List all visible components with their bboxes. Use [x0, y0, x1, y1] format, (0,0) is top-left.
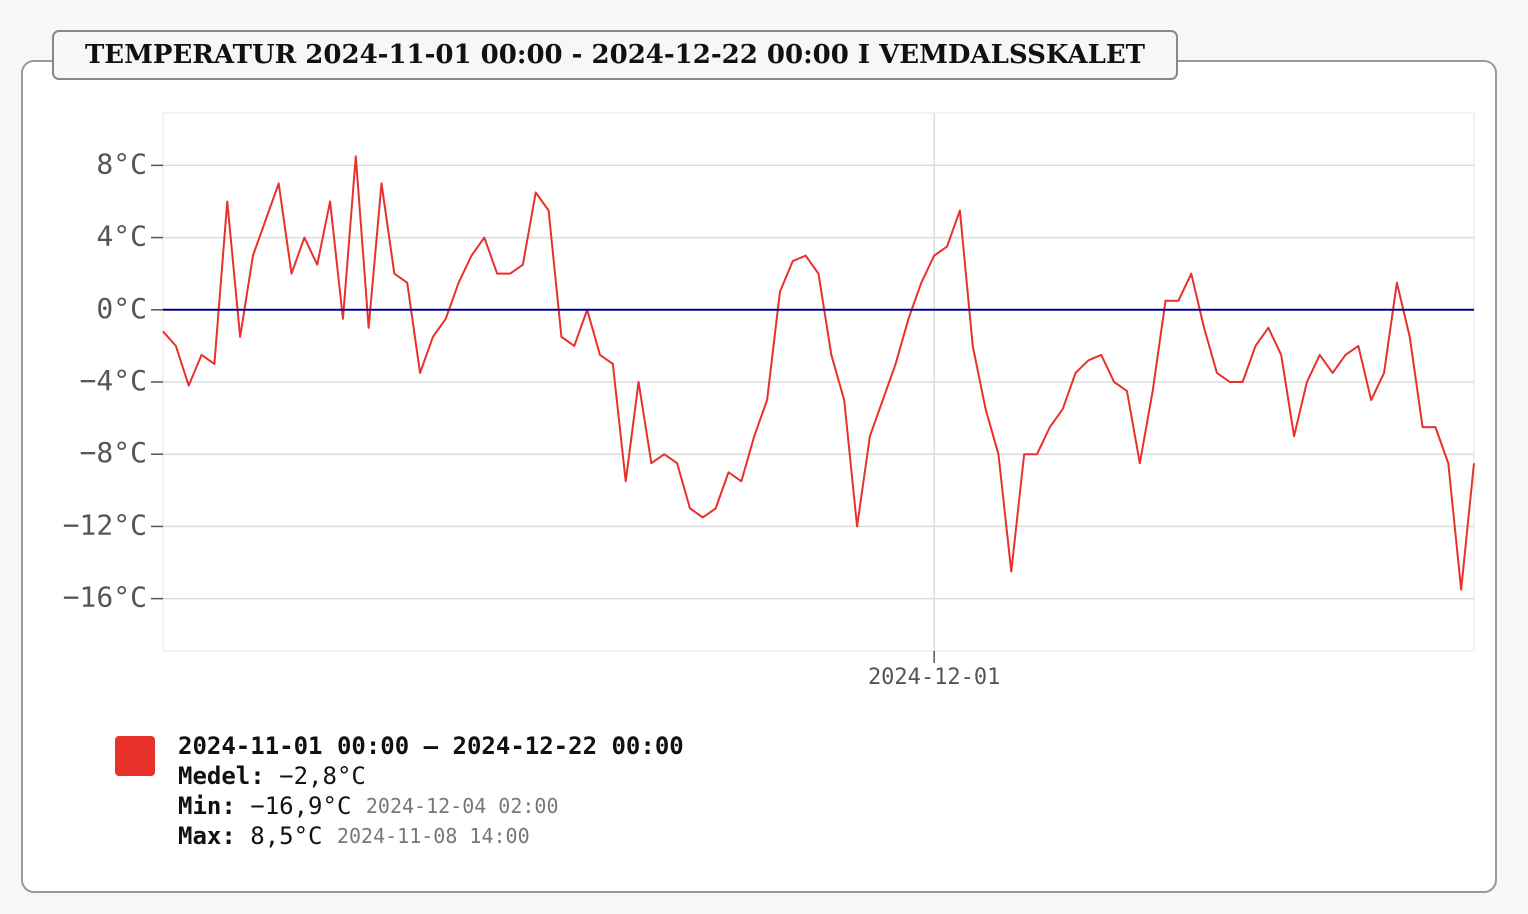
min-time: 2024-12-04 02:00 [366, 794, 559, 818]
line-series [162, 155, 1475, 591]
legend-mean: Medel: −2,8°C [178, 762, 366, 790]
max-label: Max: [178, 822, 236, 850]
chart-title: TEMPERATUR 2024-11-01 00:00 - 2024-12-22… [85, 40, 1146, 70]
y-tick-label: −8°C [80, 436, 147, 469]
min-label: Min: [178, 792, 236, 820]
y-tick-label: 0°C [96, 292, 147, 325]
y-tick-label: 8°C [96, 147, 147, 180]
title-box [52, 30, 1178, 80]
y-tick-label: −4°C [80, 364, 147, 397]
legend-min: Min: −16,9°C 2024-12-04 02:00 [178, 792, 559, 820]
y-tick-label: −16°C [63, 581, 147, 614]
max-value: 8,5°C [250, 822, 322, 850]
x-tick-label: 2024-12-01 [868, 665, 1000, 690]
y-tick-label: 4°C [96, 220, 147, 253]
y-tick-label: −12°C [63, 508, 147, 541]
legend-max: Max: 8,5°C 2024-11-08 14:00 [178, 822, 530, 850]
max-time: 2024-11-08 14:00 [337, 824, 530, 848]
mean-value: −2,8°C [279, 762, 366, 790]
legend-swatch [115, 736, 155, 776]
min-value: −16,9°C [250, 792, 351, 820]
legend-name: 2024-11-01 00:00 – 2024-12-22 00:00 [178, 732, 684, 760]
mean-label: Medel: [178, 762, 265, 790]
